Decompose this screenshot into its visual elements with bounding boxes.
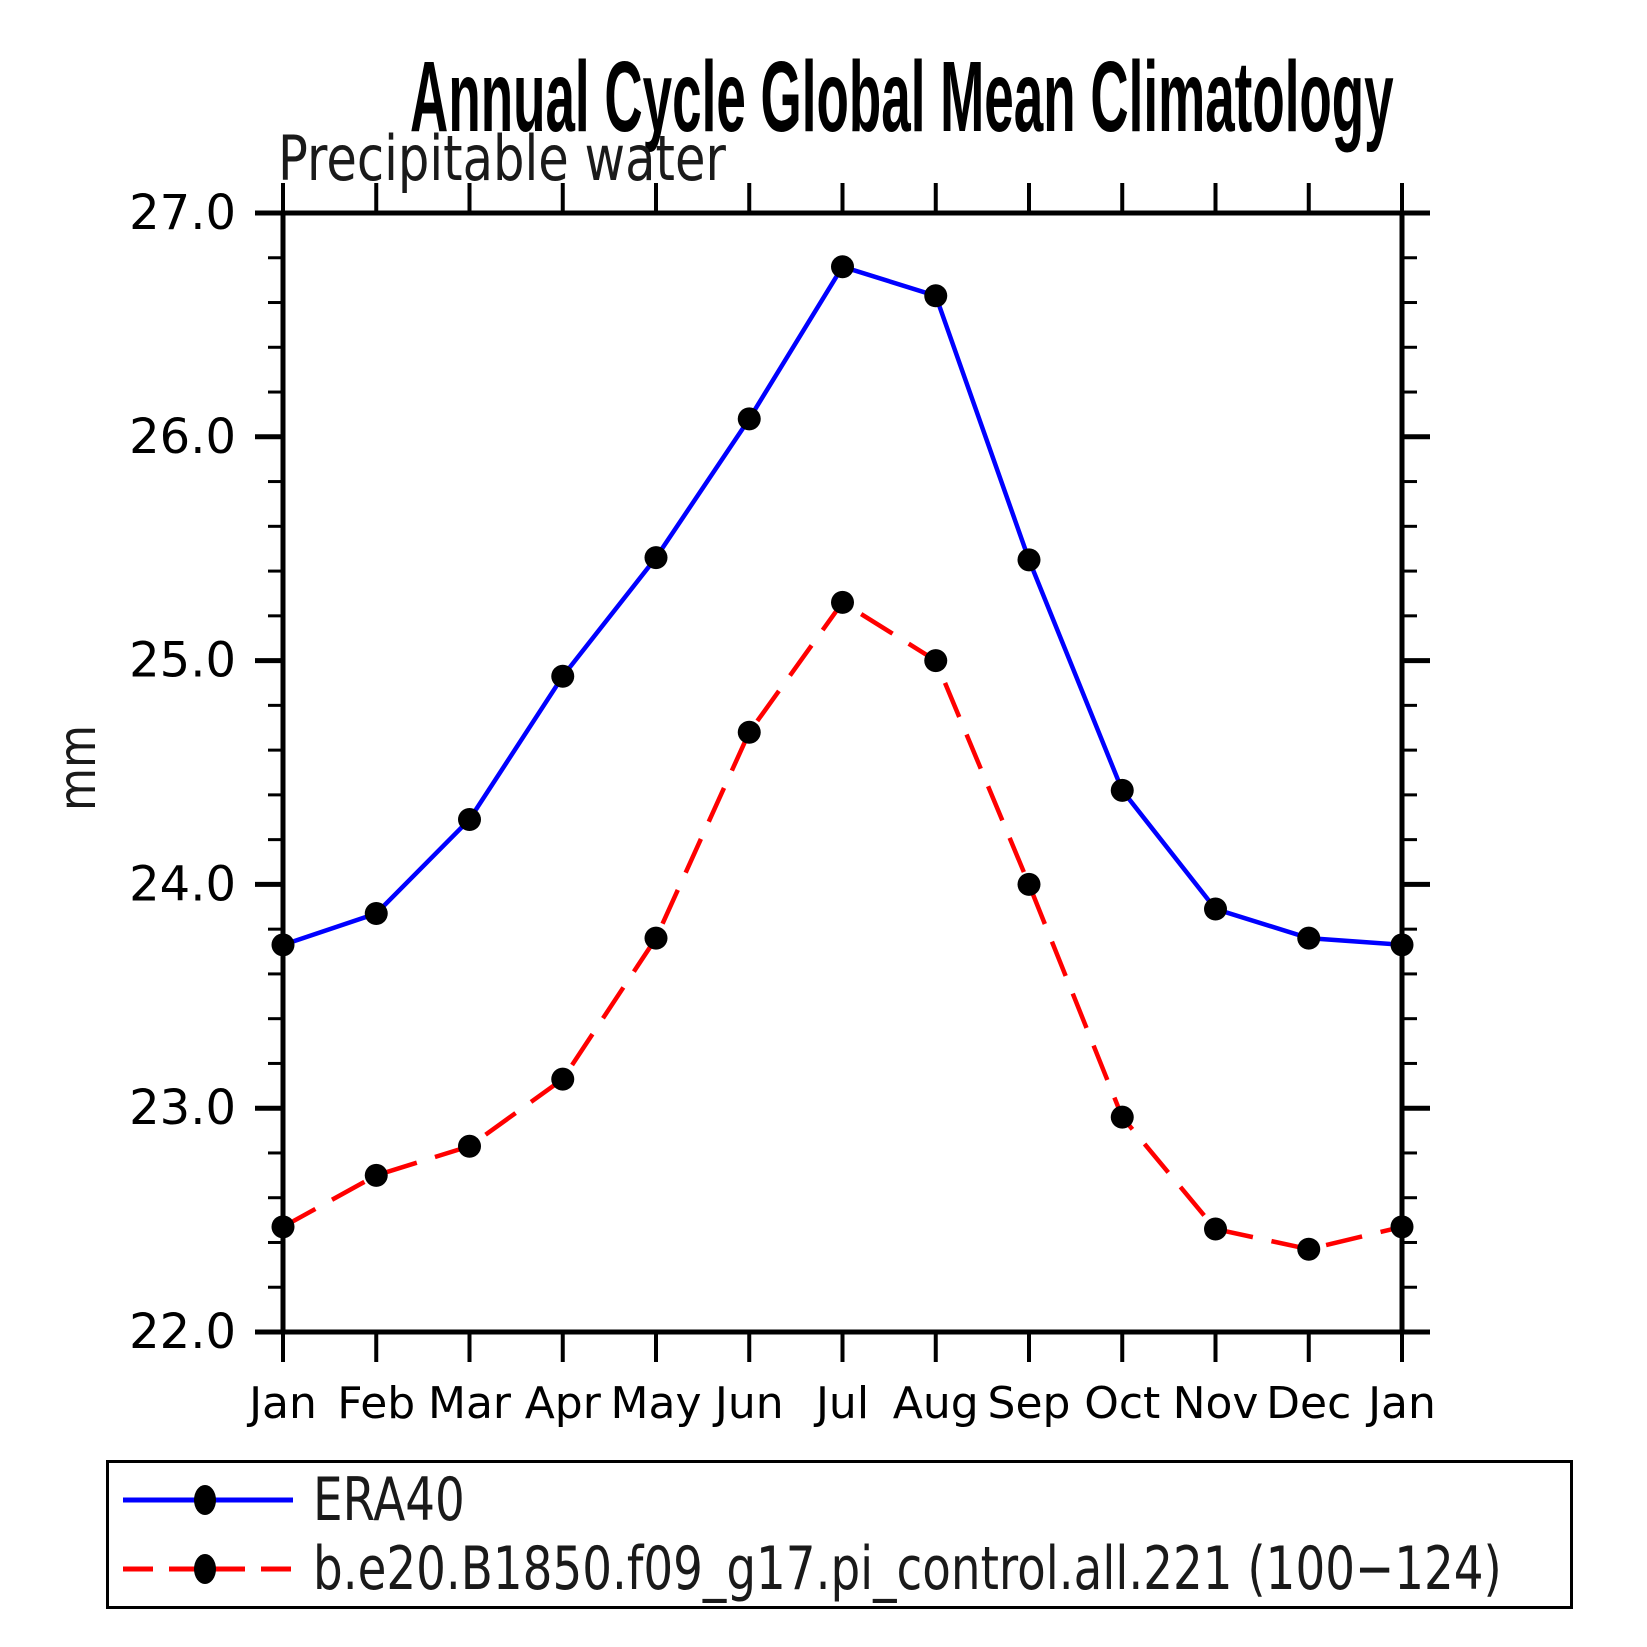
- x-tick-label: Aug: [893, 1378, 979, 1429]
- y-tick-label: 25.0: [129, 633, 236, 689]
- legend-item-era40: ERA40: [109, 1468, 1570, 1532]
- era40-data-point-Oct: [1110, 778, 1134, 802]
- x-tick-label: Jul: [813, 1378, 869, 1429]
- model-sample-marker: [194, 1554, 216, 1584]
- x-tick-label: Nov: [1173, 1378, 1259, 1429]
- x-tick-label: Sep: [988, 1378, 1071, 1429]
- era40-data-point-Jan: [271, 933, 295, 957]
- x-tick-label: Mar: [428, 1378, 512, 1429]
- model-data-point-Jul: [831, 590, 854, 614]
- era40-data-point-Jun: [737, 407, 761, 431]
- y-tick-label: 26.0: [129, 409, 236, 465]
- era40-data-point-Feb: [364, 901, 388, 925]
- era40-data-point-Jul: [831, 255, 854, 279]
- x-tick-label: Dec: [1266, 1378, 1351, 1429]
- legend-item-model: b.e20.B1850.f09_g17.pi_control.all.221 (…: [109, 1537, 1570, 1601]
- model-data-point-Jun: [737, 720, 761, 744]
- x-tick-label: Jun: [712, 1378, 784, 1429]
- model-data-point-Dec: [1297, 1237, 1321, 1261]
- model-data-point-Oct: [1110, 1105, 1134, 1129]
- era40-data-point-Aug: [924, 284, 948, 308]
- model-data-point-Feb: [364, 1163, 388, 1187]
- x-tick-label: Apr: [525, 1378, 602, 1429]
- era40-data-point-Nov: [1204, 897, 1227, 921]
- x-tick-label: Feb: [337, 1378, 415, 1429]
- legend-label-era40: ERA40: [313, 1465, 465, 1535]
- y-tick-label: 24.0: [129, 856, 236, 912]
- era40-data-point-Dec: [1297, 926, 1321, 950]
- chart-subtitle: Precipitable water: [278, 122, 726, 195]
- x-tick-label: May: [611, 1378, 702, 1429]
- x-tick-label: Jan: [1365, 1378, 1436, 1429]
- y-tick-label: 22.0: [129, 1304, 236, 1360]
- y-tick-label: 27.0: [129, 185, 236, 241]
- model-data-point-Aug: [924, 649, 948, 673]
- model-data-point-Apr: [551, 1067, 575, 1091]
- model-line: [281, 599, 1403, 1252]
- legend: ERA40 b.e20.B1850.f09_g17.pi_control.all…: [106, 1460, 1573, 1609]
- model-data-point-Mar: [458, 1134, 481, 1158]
- model-data-point-Jan: [271, 1215, 295, 1239]
- era40-line-sample: [123, 1485, 293, 1515]
- era40-sample-marker: [194, 1485, 216, 1515]
- chart-title: Annual Cycle Global Mean Climatology: [410, 41, 1394, 153]
- x-tick-label: Jan: [246, 1378, 317, 1429]
- era40-data-point-Sep: [1017, 548, 1041, 572]
- model-data-point-Jan: [1390, 1215, 1414, 1239]
- y-tick-label: 23.0: [129, 1080, 236, 1136]
- era40-data-point-Apr: [551, 664, 575, 688]
- model-data-point-Sep: [1017, 872, 1041, 896]
- model-data-point-Nov: [1204, 1217, 1227, 1241]
- model-line-sample: [123, 1554, 293, 1584]
- era40-data-point-Jan: [1390, 933, 1414, 957]
- era40-data-point-May: [644, 546, 668, 570]
- model-data-point-May: [644, 926, 668, 950]
- era40-data-point-Mar: [458, 807, 481, 831]
- x-tick-label: Oct: [1084, 1378, 1160, 1429]
- legend-label-model: b.e20.B1850.f09_g17.pi_control.all.221 (…: [313, 1534, 1502, 1604]
